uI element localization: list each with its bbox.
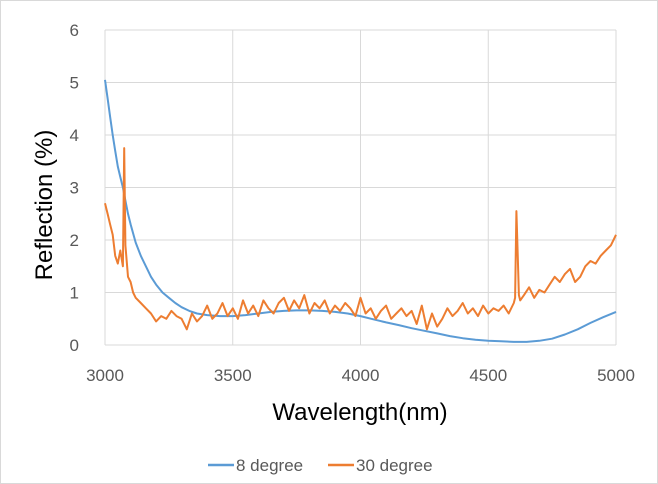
series-line-30-degree (104, 147, 617, 331)
y-tick-label: 5 (70, 74, 79, 93)
x-tick-label: 3000 (86, 366, 124, 385)
x-tick-label: 5000 (597, 366, 635, 385)
y-tick-label: 2 (70, 231, 79, 250)
y-tick-label: 1 (70, 284, 79, 303)
y-axis-title: Reflection (%) (31, 130, 58, 281)
y-tick-label: 4 (70, 126, 79, 145)
x-tick-label: 3500 (214, 366, 252, 385)
x-tick-labels: 3000 3500 4000 4500 5000 (86, 366, 635, 385)
x-tick-label: 4500 (469, 366, 507, 385)
y-tick-labels: 0 1 2 3 4 5 6 (70, 21, 79, 355)
legend-label: 30 degree (356, 456, 433, 475)
series-lines (104, 79, 617, 343)
y-tick-label: 3 (70, 179, 79, 198)
legend: 8 degree 30 degree (208, 456, 433, 475)
y-tick-label: 0 (70, 336, 79, 355)
x-axis-title: Wavelength(nm) (272, 399, 447, 426)
legend-label: 8 degree (236, 456, 303, 475)
x-tick-label: 4000 (342, 366, 380, 385)
gridlines (104, 29, 617, 346)
y-tick-label: 6 (70, 21, 79, 40)
